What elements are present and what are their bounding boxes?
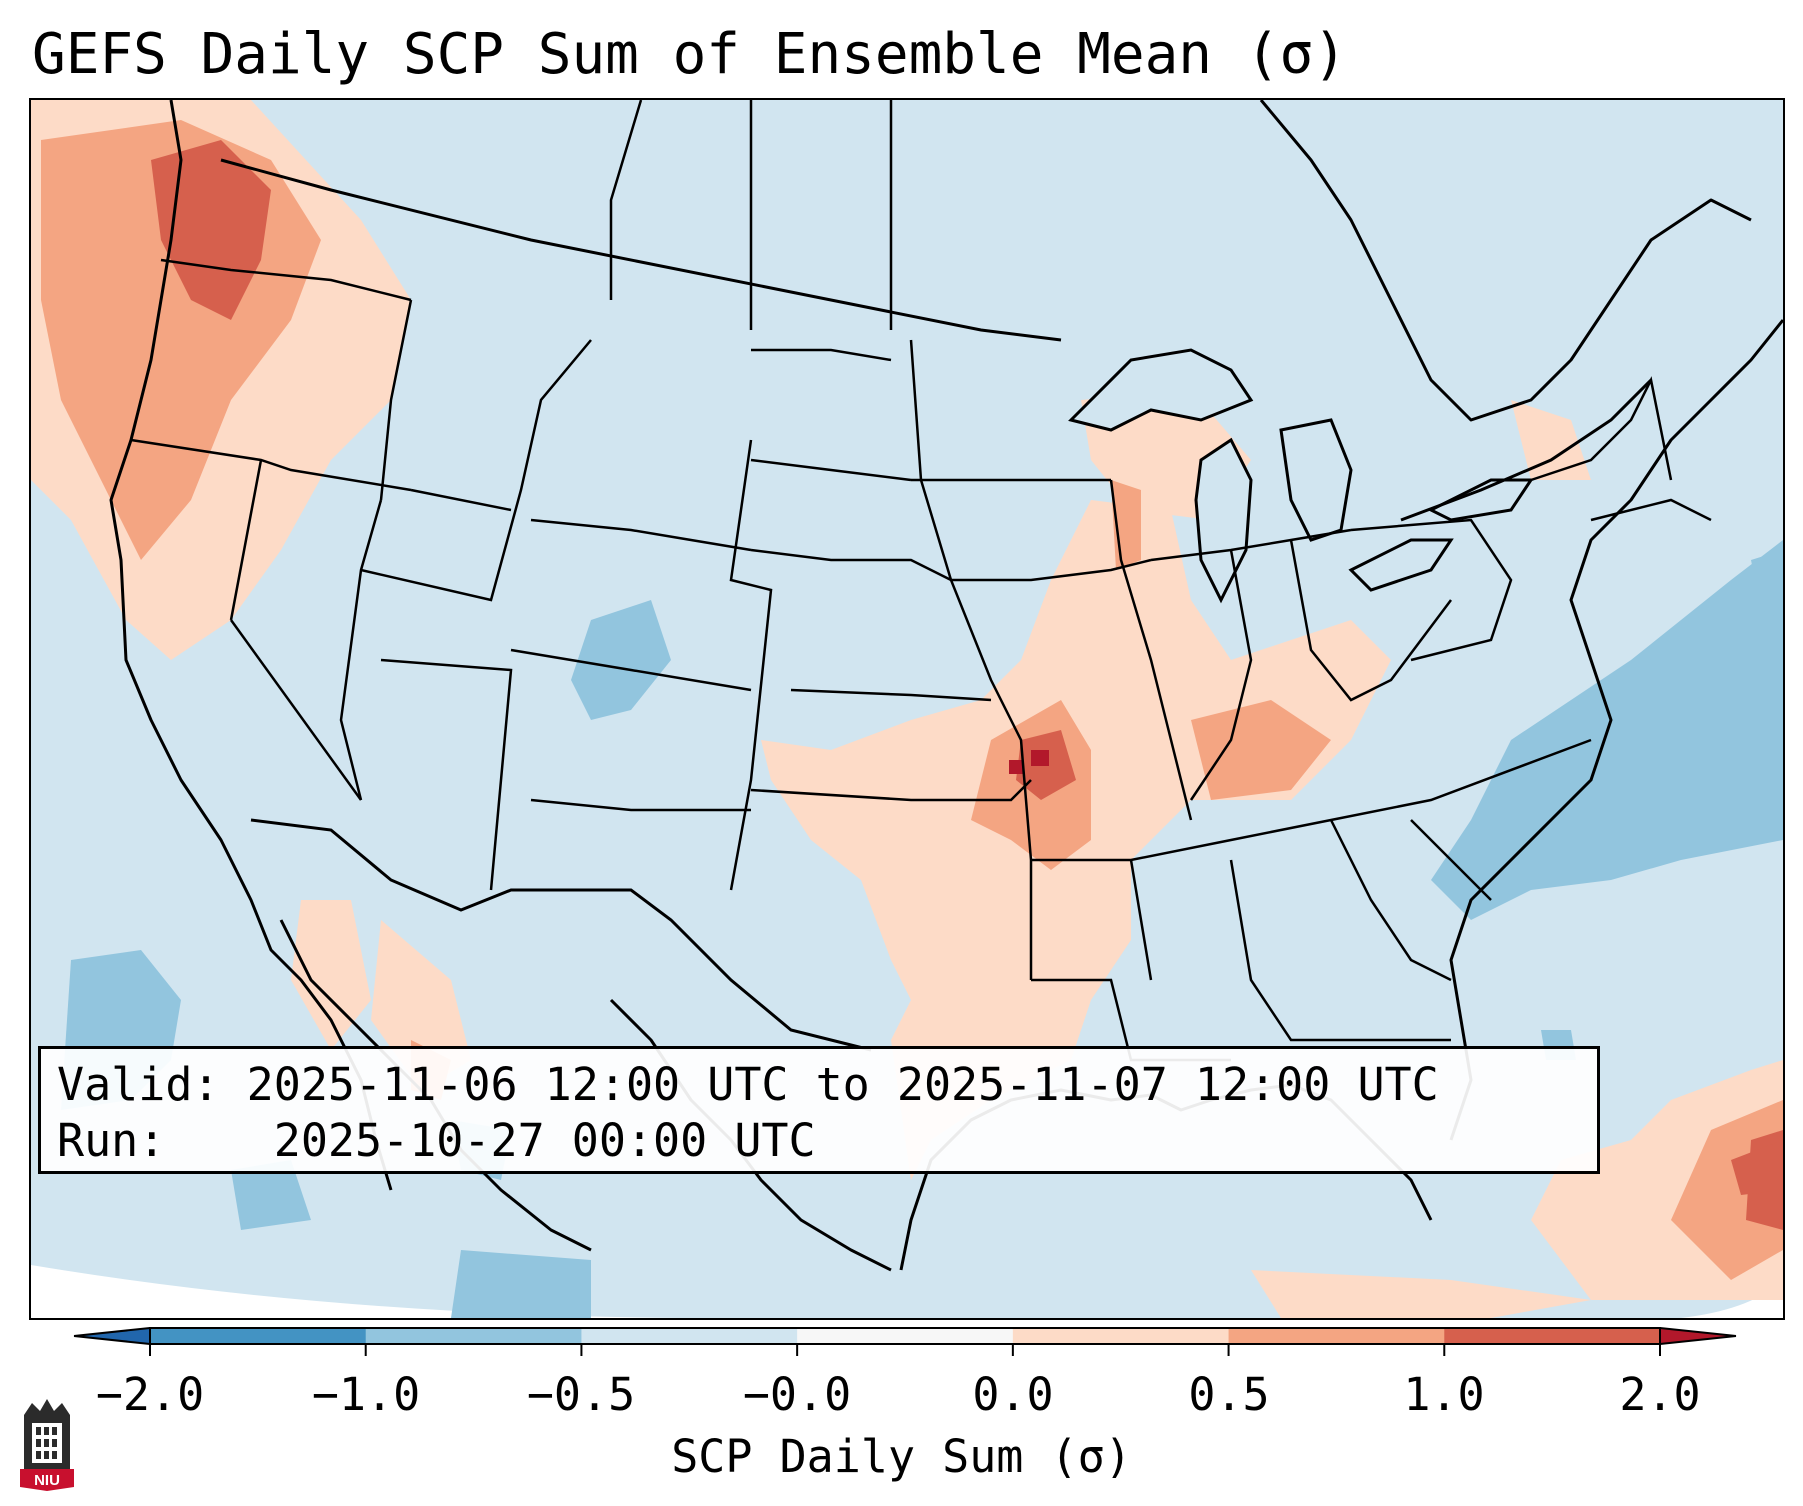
us-canada-border-east [1400,378,1653,522]
us-canada-border [220,158,1062,342]
colorbar-tick-label: 2.0 [1619,1368,1701,1421]
projection-corner-se [1681,1280,1783,1318]
colorbar-cells [150,1328,1661,1344]
valid-value: 2025-11-06 12:00 UTC to 2025-11-07 12:00… [246,1058,1439,1111]
university-tower-icon: NIU [20,1399,74,1491]
colorbar-tick-label: 0.0 [972,1368,1054,1421]
colorbar-cell [1012,1328,1230,1344]
colorbar [73,1327,1737,1356]
colorbar-cell [365,1328,582,1344]
colorbar-label: SCP Daily Sum (σ) [671,1430,1132,1483]
colorbar-cell [1444,1328,1661,1344]
colorbar-tickmarks [149,1344,1661,1356]
colorbar-tick-label: −0.5 [526,1368,636,1421]
colorbar-cell [150,1328,367,1344]
colorbar-tick-label: −0.0 [742,1368,852,1421]
colorbar-tick-label: −1.0 [311,1368,421,1421]
scp-map [31,100,1783,1318]
map-title: GEFS Daily SCP Sum of Ensemble Mean (σ) [32,22,1347,87]
run-value: 2025-10-27 00:00 UTC [273,1114,816,1167]
state-borders [130,100,1712,1062]
colorbar-cell [1228,1328,1445,1344]
validity-info-box: Valid: 2025-11-06 12:00 UTC to 2025-11-0… [38,1046,1600,1174]
run-label: Run: [57,1114,166,1167]
great-lakes [1068,348,1534,604]
colorbar-tick-label: 1.0 [1403,1368,1485,1421]
projection-corner-sw [31,1265,681,1318]
logo-text: NIU [34,1472,60,1489]
scp-max-cell [1009,760,1023,774]
valid-label: Valid: [57,1058,220,1111]
colorbar-cell [797,1328,1014,1344]
us-mexico-border [250,818,872,1052]
colorbar-tick-label: −2.0 [95,1368,205,1421]
scp-max-cell [1031,750,1049,766]
colorbar-over-arrow [1660,1328,1736,1344]
colorbar-cell [581,1328,798,1344]
colorbar-under-arrow [74,1328,150,1344]
colorbar-frame [149,1327,1661,1345]
colorbar-tick-label: 0.5 [1188,1368,1270,1421]
